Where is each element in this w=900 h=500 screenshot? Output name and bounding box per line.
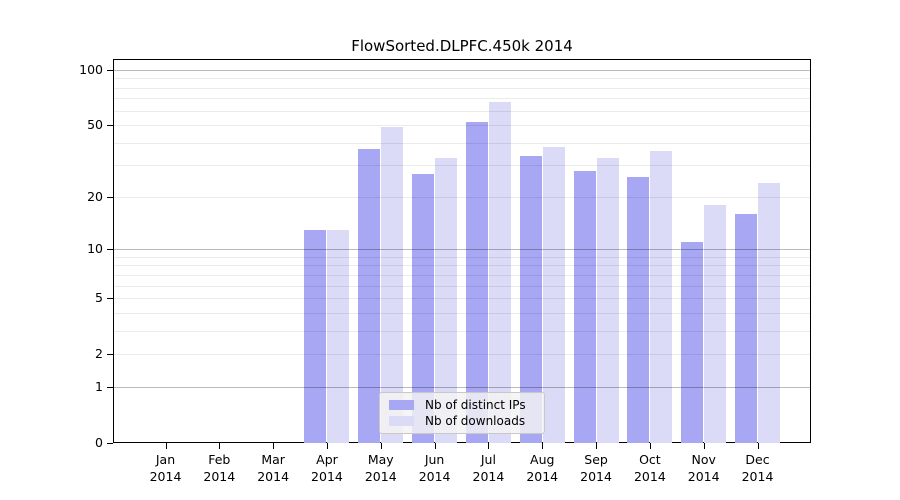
y-axis-tick-label-1: 1 [95,378,103,394]
bar-nb-of-distinct-ips-aug-2014 [519,155,542,443]
legend-item-distinct-ips: Nb of distinct IPs [389,398,535,412]
bar-nb-of-distinct-ips-jun-2014 [412,173,435,443]
bar-nb-of-downloads-apr-2014 [327,229,350,443]
bar-nb-of-distinct-ips-oct-2014 [627,176,650,443]
y-axis-tick-100 [107,70,113,71]
x-axis-tick-feb-2014 [219,443,221,449]
y-axis-tick-0 [107,443,113,444]
x-axis-tick-jun-2014 [434,443,436,449]
y-axis-tick-label-5: 5 [95,290,103,306]
y-axis-tick-5 [107,298,113,300]
x-axis-tick-jul-2014 [488,443,490,449]
bar-nb-of-distinct-ips-dec-2014 [735,214,758,443]
legend: Nb of distinct IPs Nb of downloads [379,392,545,434]
x-axis-tick-aug-2014 [542,443,544,449]
x-axis-tick-nov-2014 [703,443,705,449]
bar-nb-of-distinct-ips-may-2014 [358,149,381,443]
bar-nb-of-downloads-jun-2014 [435,157,458,443]
x-axis-tick-label-dec-2014: Dec 2014 [741,452,774,484]
x-axis-tick-mar-2014 [273,443,275,449]
y-axis-tick-50 [107,125,113,127]
x-axis-tick-label-feb-2014: Feb 2014 [203,452,236,484]
x-axis-tick-sep-2014 [596,443,598,449]
bar-nb-of-downloads-jul-2014 [488,101,511,443]
legend-label-downloads: Nb of downloads [425,414,526,428]
y-axis-tick-2 [107,354,113,356]
bar-nb-of-downloads-sep-2014 [596,157,619,443]
bar-nb-of-downloads-nov-2014 [704,205,727,443]
y-axis-tick-label-0: 0 [95,435,103,450]
y-axis-tick-label-10: 10 [87,241,103,257]
bar-nb-of-downloads-oct-2014 [650,151,673,443]
x-axis-tick-label-aug-2014: Aug 2014 [526,452,559,484]
bar-nb-of-downloads-dec-2014 [758,182,781,443]
bar-nb-of-distinct-ips-nov-2014 [681,242,704,443]
x-axis-tick-may-2014 [380,443,382,449]
x-axis-tick-label-jul-2014: Jul 2014 [472,452,505,484]
bar-nb-of-distinct-ips-apr-2014 [304,229,327,443]
y-axis-tick-10 [107,249,113,251]
legend-label-distinct-ips: Nb of distinct IPs [425,398,526,412]
legend-swatch-distinct-ips [389,400,414,410]
x-axis-tick-jan-2014 [165,443,167,449]
bar-nb-of-distinct-ips-sep-2014 [573,170,596,443]
legend-swatch-downloads [389,416,414,426]
x-axis-tick-label-jun-2014: Jun 2014 [418,452,451,484]
x-axis-tick-label-nov-2014: Nov 2014 [687,452,720,484]
plot-area [113,59,811,443]
x-axis-tick-apr-2014 [326,443,328,449]
x-axis-tick-label-mar-2014: Mar 2014 [257,452,290,484]
y-axis-tick-label-20: 20 [87,188,103,204]
y-axis-tick-label-50: 50 [87,117,103,133]
bar-nb-of-downloads-may-2014 [381,126,404,443]
bar-nb-of-downloads-aug-2014 [542,146,565,443]
y-axis-tick-label-100: 100 [79,62,103,77]
y-axis-tick-1 [107,386,113,388]
x-axis-tick-oct-2014 [649,443,651,449]
y-axis-tick-20 [107,196,113,198]
x-axis-tick-label-oct-2014: Oct 2014 [633,452,666,484]
x-axis-tick-label-jan-2014: Jan 2014 [149,452,182,484]
x-axis-tick-label-apr-2014: Apr 2014 [311,452,343,484]
x-axis-tick-label-sep-2014: Sep 2014 [580,452,612,484]
y-axis-tick-label-2: 2 [95,346,103,362]
bar-nb-of-distinct-ips-jul-2014 [465,122,488,443]
x-axis-tick-label-may-2014: May 2014 [364,452,397,484]
chart-title: FlowSorted.DLPFC.450k 2014 [351,37,573,55]
x-axis-tick-dec-2014 [757,443,759,449]
legend-item-downloads: Nb of downloads [389,414,535,428]
